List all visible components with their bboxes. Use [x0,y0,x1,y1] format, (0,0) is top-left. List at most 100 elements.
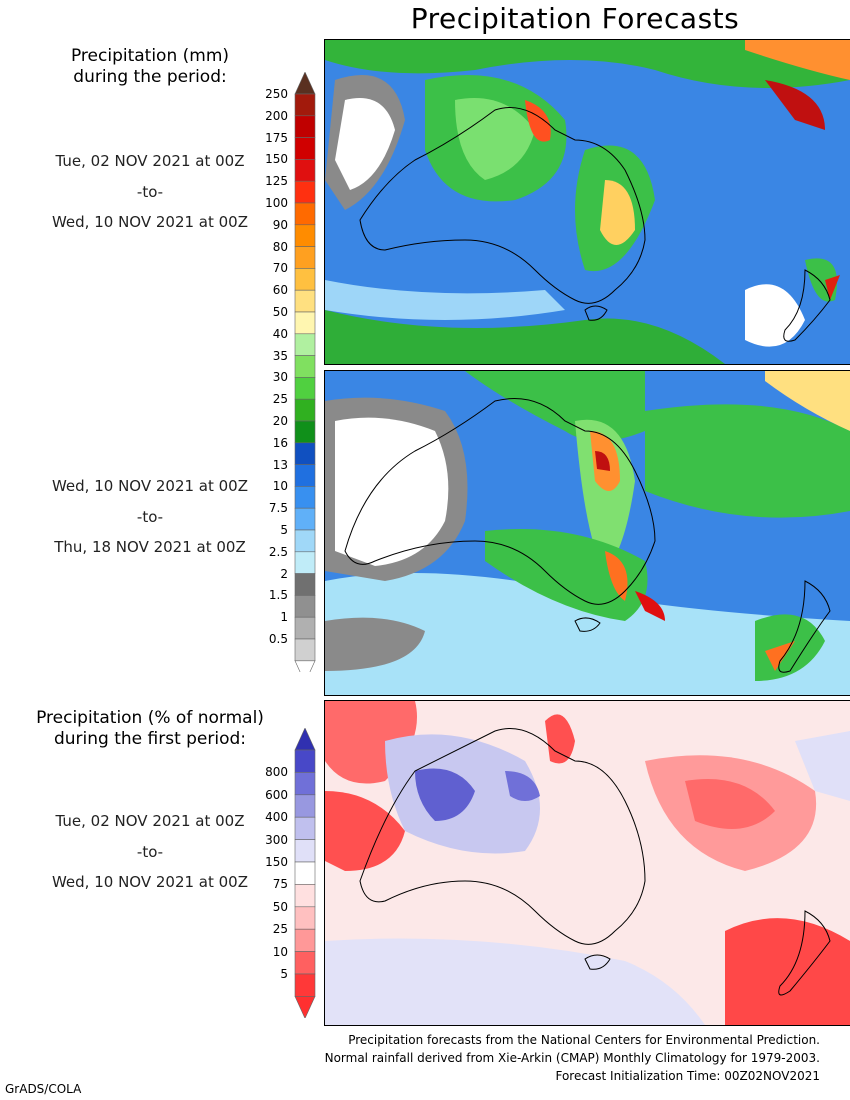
legend1-tick-label: 150 [265,152,288,167]
legend1-tick-label: 1.5 [268,588,288,603]
legend2-swatch [294,794,316,818]
legend1-swatch [294,289,316,313]
legend1-swatch [294,595,316,618]
period3-end: Wed, 10 NOV 2021 at 00Z [51,873,249,891]
legend1-tick-label: 2 [280,566,288,581]
period1-end: Wed, 10 NOV 2021 at 00Z [51,213,249,231]
legend1-tick-label: 13 [272,457,288,472]
legend2-tick-label: 600 [265,787,288,802]
legend1-header-line2: during the period: [73,67,227,87]
legend1-tick-label: 50 [272,305,288,319]
legend1-swatch [294,115,316,138]
period1-start: Tue, 02 NOV 2021 at 00Z [55,152,245,170]
legend2-swatch [294,772,316,796]
period3-start: Tue, 02 NOV 2021 at 00Z [55,812,245,830]
legend1-tick-label: 7.5 [268,501,288,516]
legend2-tick-label: 5 [280,967,288,981]
legend2-tick-label: 800 [265,765,288,780]
legend2-header-line2: during the first period: [53,729,247,749]
legend2-swatch [294,816,316,840]
precip-map-period2 [324,370,850,696]
legend2-tick-label: 150 [265,855,288,869]
legend1-swatch [294,311,316,335]
legend1-top-arrow [294,72,316,95]
legend1-swatch [294,377,316,400]
legend1-swatch [294,486,316,509]
legend1-swatch [294,93,316,117]
legend1-bottom-arrow [294,660,316,672]
footer-line1: Precipitation forecasts from the Nationa… [348,1033,820,1047]
legend1-colorbar: 250 200 175 150 125 100 90 80 70 60 50 40 35 30 25 20 16… [250,72,330,672]
legend2-swatch [294,906,316,930]
legend1-swatch [294,507,316,531]
legend2-swatch [294,749,316,773]
legend2-header-line1: Precipitation (% of normal) [36,708,264,728]
legend1-tick-label: 40 [272,326,288,341]
legend1-swatch [294,420,316,444]
legend1-header-line1: Precipitation (mm) [70,46,230,66]
legend1-swatch [294,268,316,291]
legend1-tick-label: 100 [265,196,288,210]
precip-map-period1 [324,39,850,365]
legend1-swatch [294,333,316,356]
legend1-swatch [294,573,316,596]
legend1-swatch [294,638,316,662]
legend1-swatch [294,398,316,422]
legend1-tick-label: 5 [280,523,288,537]
legend1-tick-label: 20 [272,414,288,428]
legend2-top-arrow [294,728,316,751]
page-title: Precipitation Forecasts [410,2,740,35]
legend2-swatch [294,839,316,863]
legend2-tick-label: 25 [272,922,288,937]
legend1-tick-label: 60 [272,283,288,298]
legend1-swatch [294,180,316,204]
legend1-tick-label: 2.5 [268,544,288,559]
legend2-bottom-arrow [294,996,316,1018]
legend2-tick-label: 300 [265,832,288,847]
percent-normal-map [324,700,850,1026]
legend1-tick-label: 16 [272,435,288,450]
legend1-tick-label: 30 [272,370,288,385]
legend1-swatch [294,529,316,553]
period2-start: Wed, 10 NOV 2021 at 00Z [51,477,249,495]
period2-sep: -to- [136,508,164,526]
period3-sep: -to- [136,843,164,861]
legend2-swatch [294,884,316,908]
legend1-header: Precipitation (mm) during the period: [0,46,300,88]
legend1-tick-label: 1 [280,610,288,625]
legend2-colorbar: 800 600 400 300 150 75 50 25 10 5 [250,728,330,1018]
legend1-tick-label: 175 [265,130,288,145]
legend1-swatch [294,159,316,182]
legend1-tick-label: 200 [265,108,288,123]
footer-line3: Forecast Initialization Time: 00Z02NOV20… [555,1069,820,1083]
legend1-tick-label: 70 [272,261,288,276]
legend2-swatch [294,861,316,885]
legend2-tick-label: 10 [272,944,288,959]
legend1-swatch [294,246,316,269]
legend1-tick-label: 90 [272,217,288,232]
grads-credit: GrADS/COLA [5,1082,82,1096]
legend1-tick-label: 250 [265,87,288,101]
legend1-tick-label: 0.5 [268,632,288,646]
legend2-swatch [294,973,316,997]
legend2-swatch [294,951,316,975]
legend1-tick-label: 35 [272,348,288,363]
period2-end: Thu, 18 NOV 2021 at 00Z [54,538,246,556]
legend1-swatch [294,551,316,574]
legend1-tick-label: 25 [272,392,288,407]
legend1-swatch [294,442,316,465]
legend1-tick-label: 80 [272,239,288,254]
legend2-tick-label: 400 [265,810,288,825]
legend1-swatch [294,464,316,487]
legend2-swatch [294,928,316,952]
legend1-tick-label: 10 [272,479,288,494]
legend1-swatch [294,355,316,378]
legend2-header: Precipitation (% of normal) during the f… [0,708,300,750]
legend1-swatch [294,224,316,247]
legend1-swatch [294,202,316,226]
legend1-swatch [294,137,316,160]
period1-sep: -to- [136,183,164,201]
legend1-swatch [294,616,316,640]
legend2-tick-label: 50 [272,899,288,914]
footer-line2: Normal rainfall derived from Xie-Arkin (… [324,1051,820,1065]
